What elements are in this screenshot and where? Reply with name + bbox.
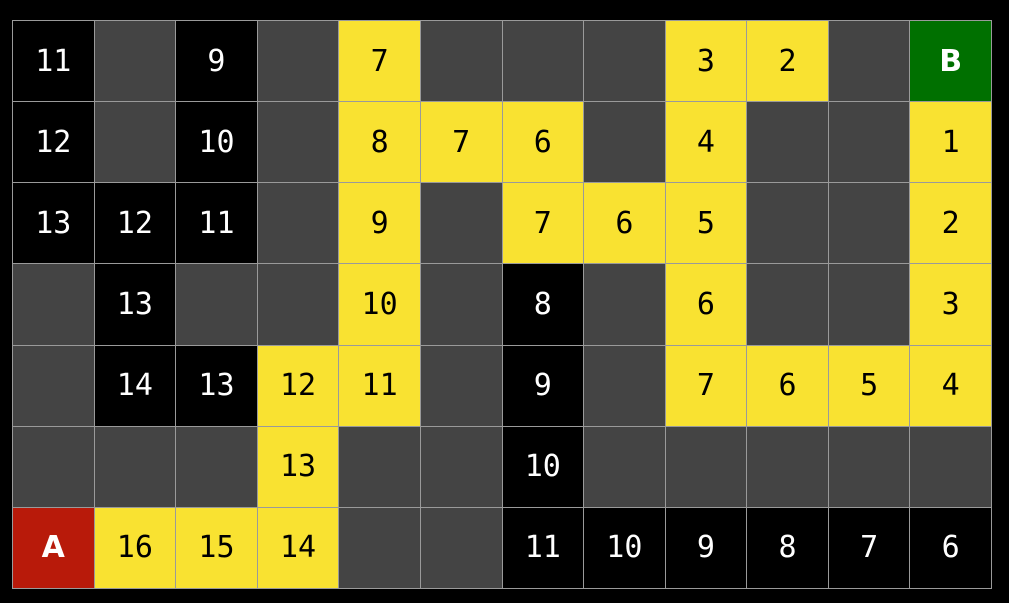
path-cell[interactable]: 3 xyxy=(665,21,748,103)
wall-cell[interactable] xyxy=(420,345,503,427)
wall-cell[interactable] xyxy=(420,507,503,589)
path-cell[interactable]: 6 xyxy=(584,183,666,265)
path-cell[interactable]: 2 xyxy=(747,21,829,103)
path-cell[interactable]: 4 xyxy=(910,345,992,427)
wall-cell[interactable] xyxy=(584,426,666,508)
wall-cell[interactable] xyxy=(584,102,666,184)
explored-cell[interactable]: 14 xyxy=(94,345,177,427)
wall-cell[interactable] xyxy=(747,264,829,346)
explored-cell[interactable]: 9 xyxy=(176,21,258,103)
path-cell[interactable]: 7 xyxy=(420,102,503,184)
explored-cell[interactable]: 6 xyxy=(910,507,992,589)
path-cell[interactable]: 9 xyxy=(339,183,421,265)
explored-cell[interactable]: 12 xyxy=(94,183,177,265)
wall-cell[interactable] xyxy=(828,183,911,265)
explored-cell[interactable]: 11 xyxy=(176,183,258,265)
path-cell[interactable]: 14 xyxy=(257,507,340,589)
wall-cell[interactable] xyxy=(94,426,177,508)
wall-cell[interactable] xyxy=(176,264,258,346)
wall-cell[interactable] xyxy=(665,426,748,508)
path-cell[interactable]: 8 xyxy=(339,102,421,184)
wall-cell[interactable] xyxy=(584,264,666,346)
explored-cell[interactable]: 12 xyxy=(13,102,95,184)
path-cell[interactable]: 13 xyxy=(257,426,340,508)
wall-cell[interactable] xyxy=(502,21,585,103)
explored-cell[interactable]: 10 xyxy=(176,102,258,184)
wall-cell[interactable] xyxy=(339,507,421,589)
path-cell[interactable]: 6 xyxy=(665,264,748,346)
explored-cell[interactable]: 10 xyxy=(502,426,585,508)
path-cell[interactable]: 4 xyxy=(665,102,748,184)
wall-cell[interactable] xyxy=(257,183,340,265)
path-cell[interactable]: 3 xyxy=(910,264,992,346)
wall-cell[interactable] xyxy=(94,102,177,184)
wall-cell[interactable] xyxy=(910,426,992,508)
explored-cell[interactable]: 7 xyxy=(828,507,911,589)
wall-cell[interactable] xyxy=(257,264,340,346)
wall-cell[interactable] xyxy=(257,102,340,184)
start-cell[interactable]: A xyxy=(13,507,95,589)
path-cell[interactable]: 11 xyxy=(339,345,421,427)
wall-cell[interactable] xyxy=(420,426,503,508)
wall-cell[interactable] xyxy=(747,183,829,265)
explored-cell[interactable]: 8 xyxy=(747,507,829,589)
path-cell[interactable]: 2 xyxy=(910,183,992,265)
explored-cell[interactable]: 13 xyxy=(94,264,177,346)
wall-cell[interactable] xyxy=(828,102,911,184)
explored-cell[interactable]: 8 xyxy=(502,264,585,346)
path-cell[interactable]: 7 xyxy=(502,183,585,265)
wall-cell[interactable] xyxy=(584,345,666,427)
wall-cell[interactable] xyxy=(176,426,258,508)
wall-cell[interactable] xyxy=(257,21,340,103)
explored-cell[interactable]: 13 xyxy=(176,345,258,427)
path-cell[interactable]: 5 xyxy=(828,345,911,427)
wall-cell[interactable] xyxy=(828,264,911,346)
wall-cell[interactable] xyxy=(13,426,95,508)
explored-cell[interactable]: 9 xyxy=(502,345,585,427)
path-cell[interactable]: 7 xyxy=(339,21,421,103)
wall-cell[interactable] xyxy=(13,345,95,427)
wall-cell[interactable] xyxy=(420,21,503,103)
path-cell[interactable]: 5 xyxy=(665,183,748,265)
maze-grid: 11 9 7 3 2 B 12 10 8 7 6 4 1 13 12 11 9 7 6 5 2 13 10 8 6 3 14 13 12… xyxy=(12,20,992,589)
goal-cell[interactable]: B xyxy=(910,21,992,103)
wall-cell[interactable] xyxy=(94,21,177,103)
path-cell[interactable]: 7 xyxy=(665,345,748,427)
path-cell[interactable]: 16 xyxy=(94,507,177,589)
explored-cell[interactable]: 9 xyxy=(665,507,748,589)
path-cell[interactable]: 6 xyxy=(747,345,829,427)
path-cell[interactable]: 12 xyxy=(257,345,340,427)
wall-cell[interactable] xyxy=(828,426,911,508)
wall-cell[interactable] xyxy=(584,21,666,103)
wall-cell[interactable] xyxy=(420,183,503,265)
wall-cell[interactable] xyxy=(339,426,421,508)
path-cell[interactable]: 10 xyxy=(339,264,421,346)
path-cell[interactable]: 6 xyxy=(502,102,585,184)
wall-cell[interactable] xyxy=(828,21,911,103)
path-cell[interactable]: 1 xyxy=(910,102,992,184)
wall-cell[interactable] xyxy=(747,426,829,508)
path-cell[interactable]: 15 xyxy=(176,507,258,589)
explored-cell[interactable]: 11 xyxy=(13,21,95,103)
explored-cell[interactable]: 13 xyxy=(13,183,95,265)
wall-cell[interactable] xyxy=(13,264,95,346)
wall-cell[interactable] xyxy=(420,264,503,346)
wall-cell[interactable] xyxy=(747,102,829,184)
explored-cell[interactable]: 10 xyxy=(584,507,666,589)
explored-cell[interactable]: 11 xyxy=(502,507,585,589)
